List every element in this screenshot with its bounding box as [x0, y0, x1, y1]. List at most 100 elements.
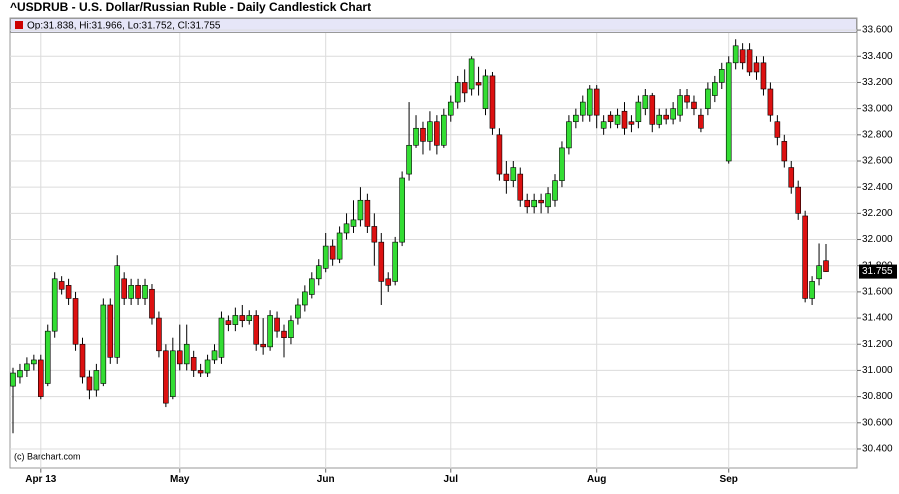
- candle-body: [454, 82, 461, 103]
- candle-body: [698, 114, 704, 129]
- candle-body: [329, 245, 336, 260]
- candles: [10, 39, 829, 434]
- candle-body: [392, 241, 398, 282]
- candle-body: [24, 363, 30, 371]
- candle-body: [37, 359, 44, 397]
- candle-body: [496, 134, 503, 175]
- candle-body: [302, 291, 308, 306]
- candle-body: [170, 350, 176, 397]
- candle-body: [190, 357, 197, 371]
- candle-body: [600, 121, 607, 129]
- legend-swatch: [15, 21, 23, 29]
- candle-body: [65, 285, 72, 299]
- candle-body: [371, 226, 378, 243]
- candle-body: [635, 101, 642, 123]
- candle-body: [559, 147, 565, 181]
- candle-body: [399, 177, 405, 243]
- legend-band: [10, 18, 857, 33]
- candle-body: [315, 265, 322, 280]
- y-tick-label: 33.200: [862, 77, 893, 88]
- candle-body: [816, 265, 822, 280]
- candle-body: [586, 88, 593, 116]
- candle-body: [44, 330, 51, 384]
- candle-body: [413, 127, 419, 146]
- y-tick-label: 33.400: [862, 51, 893, 62]
- candle-body: [628, 121, 635, 125]
- candle-body: [51, 278, 58, 332]
- candle-body: [649, 95, 656, 125]
- candle-body: [746, 49, 753, 73]
- candle-body: [357, 199, 364, 221]
- candle-body: [128, 285, 134, 299]
- candle-body: [552, 180, 558, 201]
- candle-body: [343, 223, 350, 234]
- candle-body: [503, 173, 510, 181]
- candle-body: [176, 350, 183, 365]
- candle-body: [260, 343, 266, 348]
- candle-body: [350, 219, 357, 227]
- candle-body: [823, 260, 829, 272]
- candle-body: [322, 245, 329, 269]
- candle-body: [156, 317, 162, 352]
- candle-body: [753, 62, 760, 73]
- candle-body: [621, 110, 628, 129]
- candle-body: [781, 141, 788, 162]
- candle-body: [197, 370, 204, 374]
- candle-body: [802, 215, 808, 299]
- y-tick-label: 32.000: [862, 234, 893, 245]
- candle-body: [211, 350, 218, 361]
- candle-body: [253, 315, 260, 345]
- candle-body: [86, 376, 93, 391]
- y-tick-label: 30.400: [862, 444, 893, 455]
- candle-body: [114, 265, 121, 358]
- candle-body: [93, 370, 100, 391]
- x-tick-label: Apr 13: [25, 474, 57, 485]
- grid: [10, 29, 857, 469]
- candle-body: [100, 304, 107, 384]
- y-tick-label: 31.000: [862, 365, 893, 376]
- candle-body: [308, 278, 315, 295]
- candle-body: [705, 88, 711, 109]
- candle-body: [406, 144, 412, 175]
- candle-body: [809, 281, 815, 299]
- candle-body: [510, 167, 517, 181]
- candle-body: [434, 121, 440, 146]
- candle-body: [732, 45, 739, 64]
- candle-body: [656, 114, 663, 125]
- y-tick-label: 32.400: [862, 182, 893, 193]
- candle-body: [246, 315, 253, 321]
- candle-body: [684, 95, 690, 103]
- candle-body: [739, 49, 746, 64]
- candle-body: [17, 370, 23, 378]
- y-tick-label: 31.600: [862, 287, 893, 298]
- y-tick-label: 30.800: [862, 391, 893, 402]
- candle-body: [364, 199, 371, 227]
- candle-body: [712, 82, 718, 96]
- candle-body: [142, 285, 148, 299]
- candle-body: [378, 241, 385, 282]
- candle-body: [691, 101, 697, 109]
- candle-body: [79, 343, 86, 378]
- candle-body: [218, 317, 225, 358]
- candle-body: [31, 359, 37, 365]
- candle-body: [385, 278, 392, 286]
- legend-text: Op:31.838, Hi:31.966, Lo:31.752, Cl:31.7…: [27, 21, 221, 32]
- candle-body: [183, 343, 190, 365]
- candle-body: [225, 320, 232, 325]
- x-tick-label: Sep: [720, 474, 738, 485]
- y-tick-label: 32.800: [862, 129, 893, 140]
- x-tick-label: May: [170, 474, 190, 485]
- candle-body: [135, 285, 141, 299]
- candle-body: [538, 199, 544, 204]
- candle-body: [795, 186, 802, 214]
- candle-body: [482, 75, 489, 109]
- candle-body: [232, 315, 239, 325]
- candle-body: [427, 121, 433, 142]
- x-tick-label: Aug: [587, 474, 606, 485]
- y-tick-label: 32.200: [862, 208, 893, 219]
- candle-body: [295, 304, 301, 319]
- candle-body: [58, 281, 65, 290]
- y-tick-label: 32.600: [862, 156, 893, 167]
- candle-body: [281, 330, 287, 339]
